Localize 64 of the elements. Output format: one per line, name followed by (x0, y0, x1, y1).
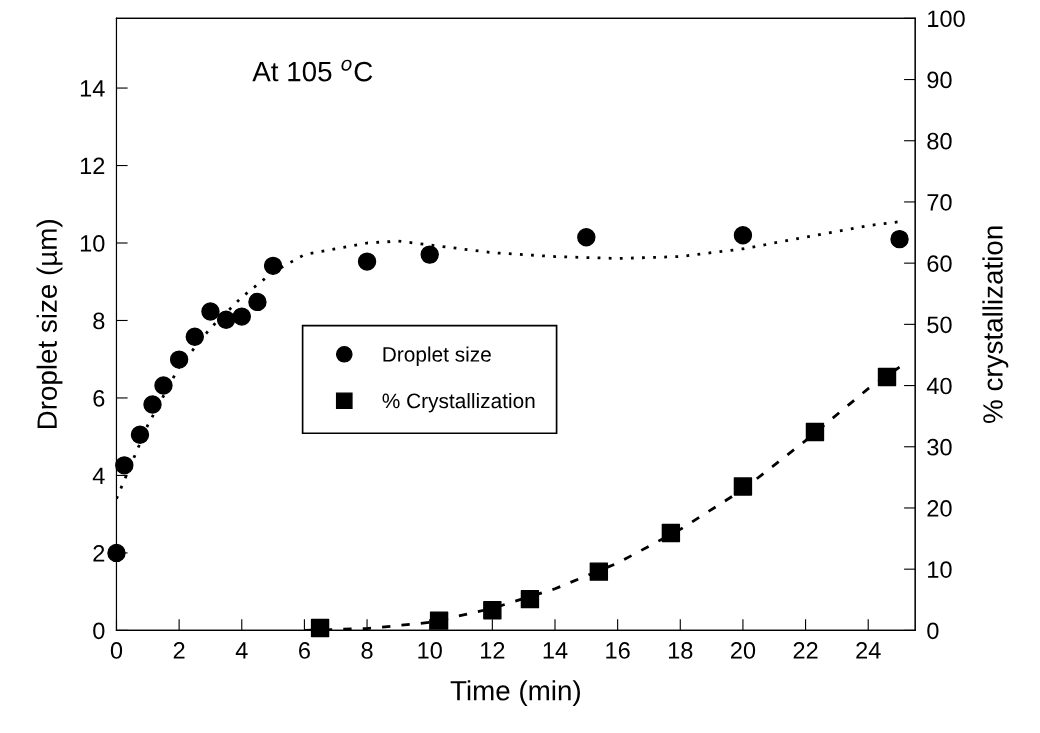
y-tick-label: 6 (93, 390, 105, 407)
point (429, 611, 449, 630)
point (733, 477, 753, 496)
x-tick-label: 12 (481, 642, 505, 659)
y2-tick-label: 100 (928, 10, 965, 28)
y-tick-label: 14 (80, 80, 105, 97)
annotation: At 105 $^{o}$C (252, 59, 373, 82)
x-tick-label: 8 (361, 642, 373, 659)
point (143, 395, 162, 414)
y2-tick-label: 20 (927, 500, 952, 517)
y2-tick-label: 60 (927, 255, 952, 272)
x-tick-label: 0 (110, 642, 123, 659)
y2-tick-label: 40 (926, 377, 952, 395)
y2-tick-label: 10 (928, 561, 952, 578)
y-tick-label: 2 (93, 544, 105, 562)
y-tick-label: 0 (93, 622, 105, 640)
y2-tick-label: 30 (927, 438, 952, 456)
x-tick-label: 14 (543, 642, 568, 659)
legend-label: % Crystallization (382, 392, 535, 413)
point (216, 310, 236, 329)
point (483, 600, 502, 620)
x-tick-label: 24 (856, 642, 881, 659)
point (130, 425, 150, 444)
x-tick-label: 16 (606, 642, 630, 659)
y2-axis-title: % crystallization (982, 226, 1009, 423)
point (154, 376, 173, 395)
x-tick-label: 20 (730, 642, 756, 659)
point (201, 302, 220, 321)
point (805, 422, 825, 442)
point (661, 523, 681, 543)
y-tick-label: 10 (80, 235, 105, 252)
point (263, 256, 283, 276)
point (107, 543, 126, 563)
point (169, 350, 189, 369)
x-axis-title: Time (min) (450, 680, 580, 707)
y2-tick-label: 80 (927, 132, 952, 150)
y2-tick-label: 90 (927, 71, 952, 89)
x-tick-label: 6 (299, 642, 310, 659)
legend-label: Droplet size (383, 346, 491, 366)
y2-tick-label: 70 (927, 194, 952, 211)
x-tick-label: 10 (418, 642, 442, 659)
point (733, 226, 753, 245)
point (420, 245, 439, 264)
y-tick-label: 8 (93, 312, 105, 330)
point (577, 227, 596, 247)
y-tick-label: 4 (92, 467, 105, 484)
y-tick-label: 12 (80, 157, 105, 175)
point (232, 307, 251, 326)
point (877, 367, 897, 387)
x-tick-label: 22 (793, 642, 818, 659)
point (185, 327, 204, 346)
point (310, 618, 330, 638)
x-tick-label: 18 (668, 642, 693, 659)
y2-tick-label: 50 (927, 316, 952, 334)
y-axis-title: Droplet size (µm) (36, 220, 63, 429)
point (248, 292, 267, 312)
point (115, 456, 134, 475)
point (589, 562, 609, 581)
point (357, 252, 377, 271)
point (890, 229, 909, 249)
y2-tick-label: 0 (927, 622, 939, 640)
point (520, 589, 540, 609)
x-tick-label: 2 (173, 642, 185, 659)
x-tick-label: 4 (235, 642, 248, 659)
